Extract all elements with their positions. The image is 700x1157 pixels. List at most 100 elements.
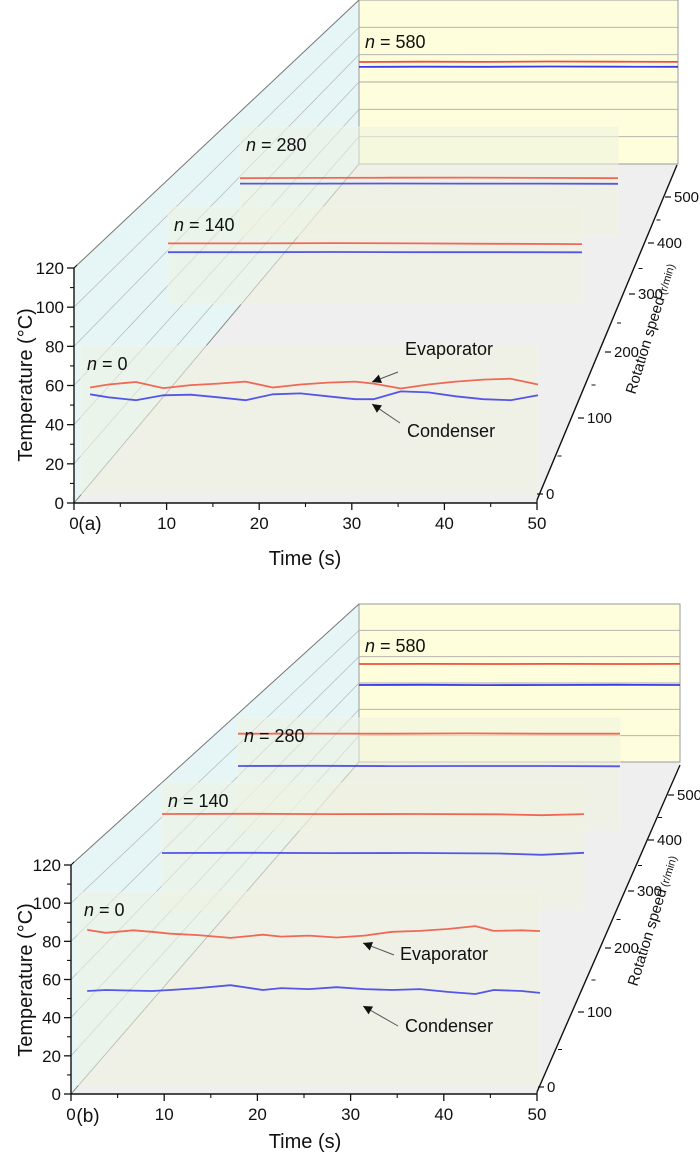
rotation-tick-label: 400: [657, 832, 682, 849]
wall-top-edge: [70, 603, 360, 866]
condenser-line-n-140: [161, 851, 585, 856]
layer-label-n-140: n = 140: [174, 215, 235, 235]
y-tick-label: 40: [45, 416, 64, 435]
layer-label-n-140: n = 140: [168, 791, 229, 811]
condenser-line-n-0: [89, 390, 539, 402]
x-tick-label: 50: [528, 514, 547, 533]
layer-label-n-0: n = 0: [84, 900, 125, 920]
layer-label-value: = 140: [178, 791, 229, 811]
y-axis-cap: [73, 264, 78, 269]
y-tick-label: 120: [33, 856, 61, 875]
rotation-tick-label: 400: [657, 235, 682, 252]
evaporator-line-n-280: [239, 176, 619, 180]
layer-label-n-280: n = 280: [246, 135, 307, 155]
x-tick-label: 40: [435, 514, 454, 533]
layer-label-value: = 580: [375, 636, 426, 656]
y-tick-label: 100: [36, 298, 64, 317]
rotation-axis-unit: (r/min): [658, 854, 680, 891]
condenser-line-n-0: [87, 984, 541, 995]
layer-label-value: = 140: [184, 215, 235, 235]
condenser-arrow-head-icon: [363, 1006, 374, 1015]
layer-n-140: n = 140: [167, 206, 583, 305]
condenser-arrow-head-icon: [372, 404, 382, 413]
x-tick-label: 0: [66, 1105, 75, 1124]
x-tick-label: 0: [69, 514, 78, 533]
layer-label-value: = 580: [375, 32, 426, 52]
evaporator-annotation: Evaporator: [400, 944, 488, 964]
y-tick-label: 100: [33, 894, 61, 913]
evaporator-line-n-140: [168, 242, 583, 246]
evaporator-line-n-580: [358, 60, 679, 63]
rotation-tick-label: 100: [587, 1004, 612, 1021]
x-axis-title: Time (s): [269, 1131, 342, 1153]
y-tick-label: 60: [42, 971, 61, 990]
x-tick-label: 20: [248, 1105, 267, 1124]
layer-label-variable: n: [365, 32, 375, 52]
layer-label-value: = 280: [254, 726, 305, 746]
x-tick-label: 50: [528, 1105, 547, 1124]
wall-gridline: [73, 27, 360, 308]
wall-gridline: [73, 54, 360, 347]
evaporator-arrow-head-icon: [372, 374, 383, 383]
rotation-axis-title: Rotation speed (r/min): [623, 261, 679, 396]
layer-label-variable: n: [244, 726, 254, 746]
y-tick-label: 80: [42, 932, 61, 951]
y-tick-label: 20: [42, 1047, 61, 1066]
layer-n-580: n = 580: [358, 636, 681, 686]
subplot-label: (b): [76, 1106, 99, 1127]
layer-n-140: n = 140: [161, 782, 585, 911]
x-tick-label: 40: [434, 1105, 453, 1124]
wall-top-edge: [73, 0, 360, 269]
condenser-line-n-280: [237, 764, 621, 768]
layer-label-variable: n: [87, 354, 97, 374]
y-tick-label: 60: [45, 377, 64, 396]
evaporator-line-n-0: [87, 925, 541, 939]
condenser-annotation: Condenser: [407, 421, 495, 441]
y-axis-title: Temperature (°C): [15, 903, 37, 1057]
rotation-tick-label: 0: [547, 1079, 555, 1096]
rotation-tick-label: 500: [674, 189, 699, 206]
x-tick-label: 30: [342, 514, 361, 533]
condenser-annotation: Condenser: [405, 1016, 493, 1036]
y-tick-label: 20: [45, 455, 64, 474]
x-tick-label: 10: [155, 1105, 174, 1124]
rotation-tick-label: 200: [614, 940, 639, 957]
layer-label-variable: n: [174, 215, 184, 235]
y-tick-label: 0: [52, 1085, 61, 1104]
layer-label-n-580: n = 580: [365, 636, 426, 656]
layer-label-n-0: n = 0: [87, 354, 128, 374]
subplot-label: (a): [78, 514, 101, 535]
y-tick-label: 0: [55, 494, 64, 513]
rotation-tick-label: 0: [546, 486, 554, 503]
y-tick-label: 120: [36, 259, 64, 278]
y-tick-label: 80: [45, 337, 64, 356]
layer-n-580: n = 580: [358, 32, 679, 68]
layer-label-variable: n: [365, 636, 375, 656]
evaporator-line-n-0: [89, 377, 539, 390]
layer-label-variable: n: [168, 791, 178, 811]
x-tick-label: 30: [341, 1105, 360, 1124]
rotation-tick-label: 100: [587, 410, 612, 427]
y-tick-label: 40: [42, 1009, 61, 1028]
x-tick-label: 20: [250, 514, 269, 533]
rotation-tick-label: 300: [638, 286, 663, 303]
rotation-tick-label: 200: [614, 344, 639, 361]
rotation-axis-unit: (r/min): [656, 262, 678, 299]
layer-label-variable: n: [246, 135, 256, 155]
layer-label-n-280: n = 280: [244, 726, 305, 746]
layer-panel-background: [161, 782, 585, 911]
layer-label-value: = 0: [94, 900, 125, 920]
evaporator-line-n-140: [161, 812, 585, 817]
layer-panel-background: [80, 345, 539, 495]
x-axis-title: Time (s): [269, 548, 342, 570]
evaporator-annotation: Evaporator: [405, 339, 493, 359]
rotation-axis-line: [536, 164, 678, 501]
rotation-tick-label: 500: [677, 787, 700, 804]
layer-label-value: = 280: [256, 135, 307, 155]
layer-panel-background: [167, 206, 583, 305]
rotation-axis-title-text: Rotation speed: [625, 887, 671, 988]
evaporator-arrow-head-icon: [363, 942, 374, 951]
